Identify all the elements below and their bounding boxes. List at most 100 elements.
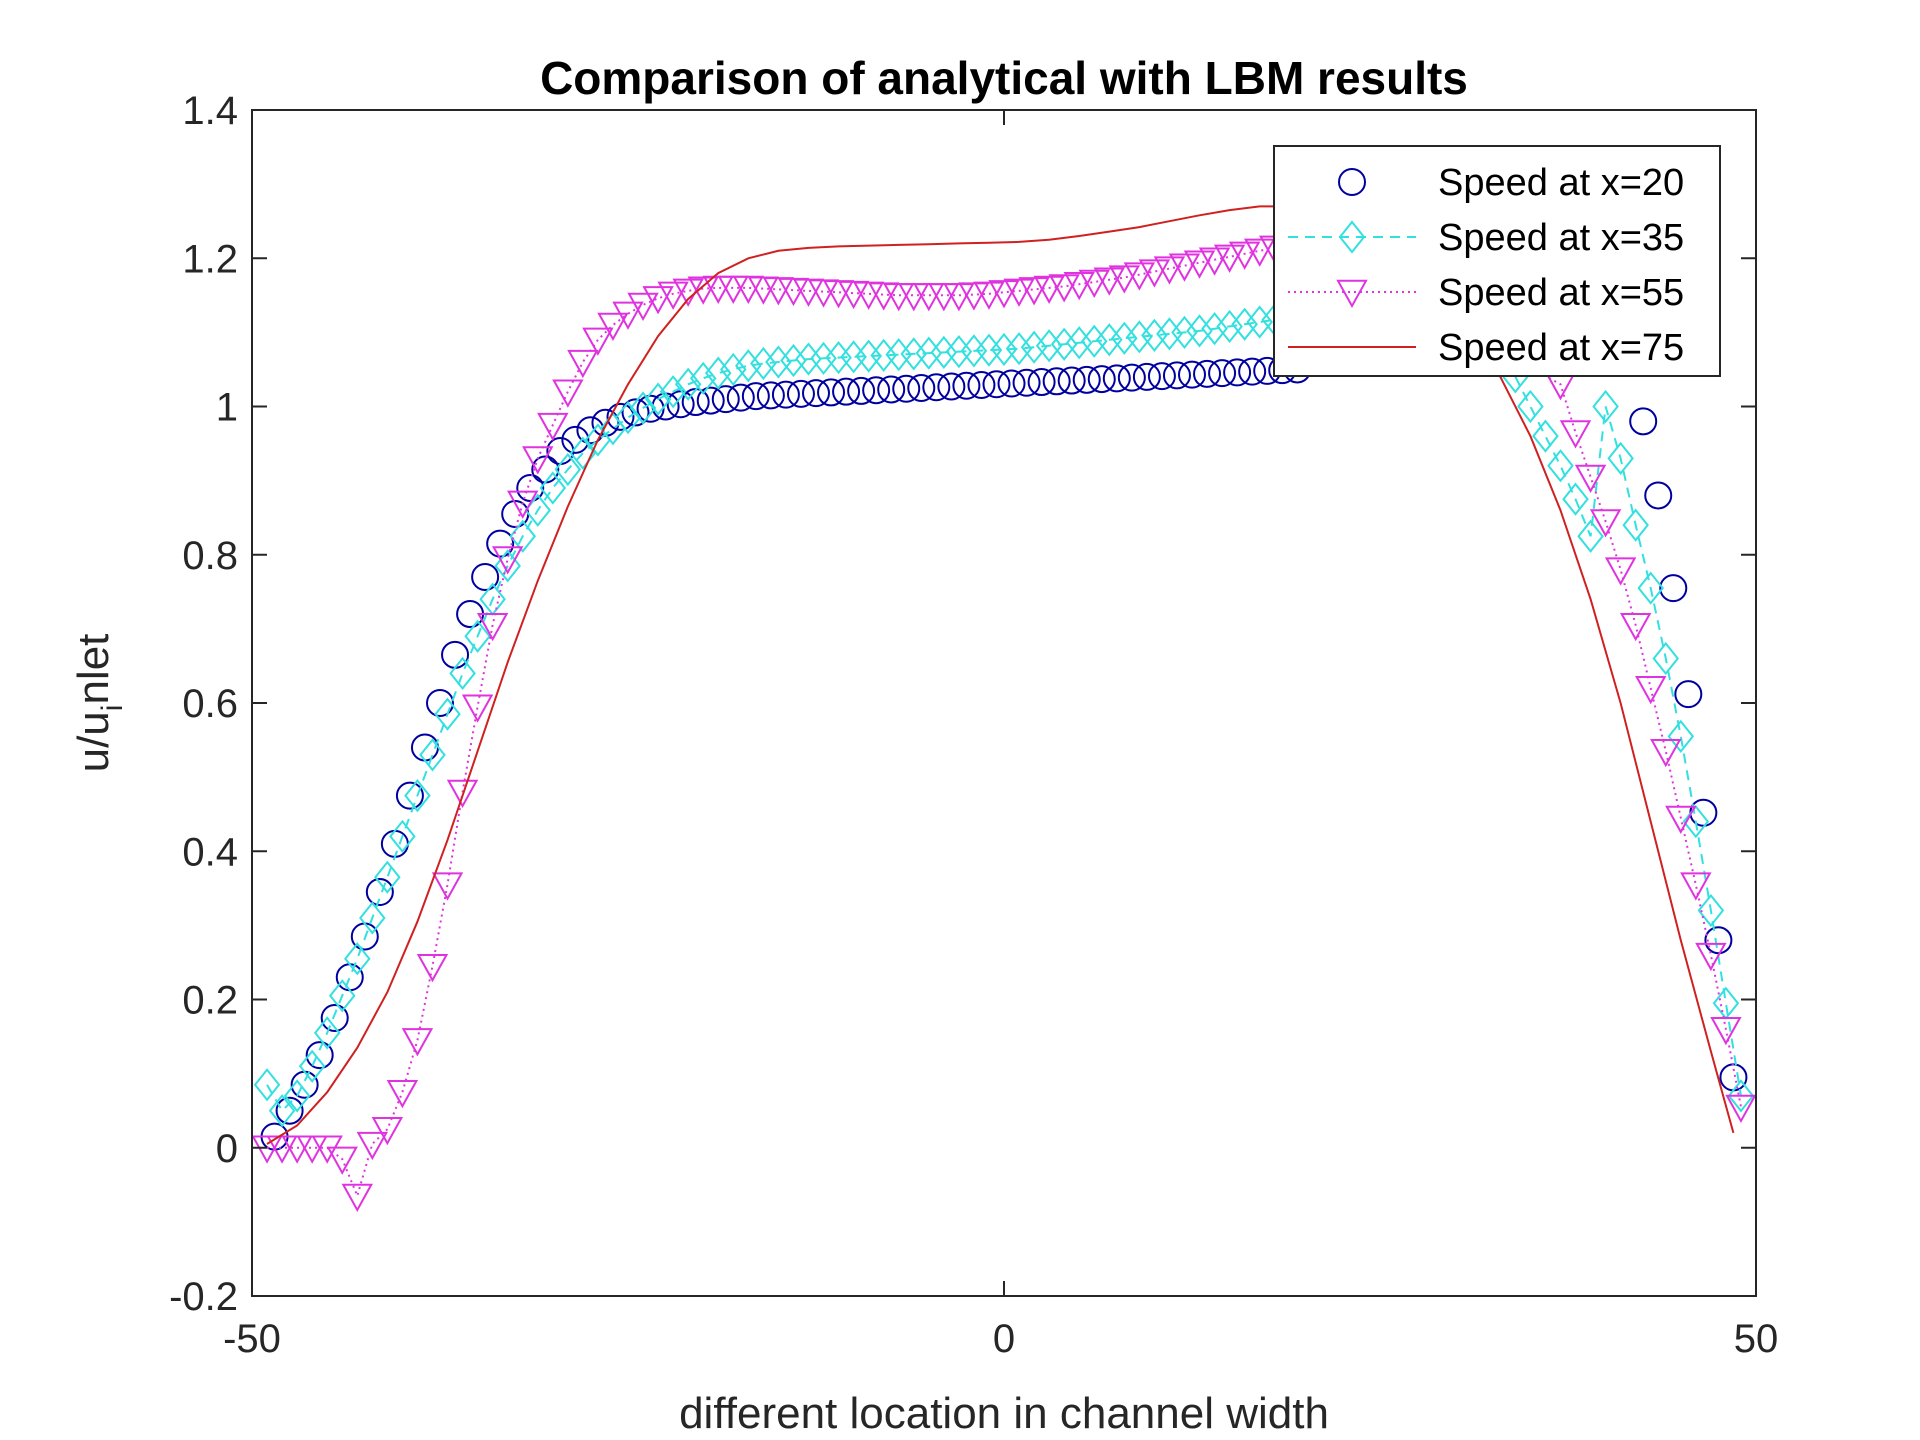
data-point (696, 386, 725, 415)
data-point (1111, 321, 1138, 355)
data-point (552, 379, 584, 408)
data-point (1171, 315, 1198, 349)
data-point (1003, 278, 1035, 307)
data-point (915, 336, 943, 370)
data-point (343, 942, 371, 976)
data-point (687, 276, 719, 305)
y-tick-label: 0.2 (182, 979, 238, 1023)
data-point (1108, 265, 1141, 294)
data-point (802, 379, 830, 408)
data-point (1517, 389, 1544, 424)
data-point (313, 1016, 341, 1050)
data-point (1126, 320, 1153, 354)
data-point (419, 738, 446, 772)
data-point (786, 379, 815, 408)
data-point (1228, 241, 1261, 270)
data-point (1156, 317, 1183, 351)
data-point (704, 356, 732, 390)
data-point (1168, 253, 1201, 282)
data-point (1035, 329, 1063, 363)
data-point (1141, 318, 1168, 352)
data-point (1201, 312, 1228, 346)
data-point (1629, 407, 1658, 436)
data-point (320, 1004, 349, 1033)
data-point (765, 345, 792, 379)
series-3 (251, 229, 1757, 1212)
data-point (386, 1079, 419, 1109)
data-point (1117, 363, 1146, 392)
data-point (1231, 307, 1258, 341)
data-point (554, 452, 582, 487)
data-point (1095, 323, 1123, 357)
data-point (539, 471, 567, 505)
data-point (1697, 893, 1725, 928)
data-point (1559, 420, 1592, 449)
data-point (1213, 244, 1246, 273)
data-point (1078, 269, 1110, 299)
data-point (1622, 508, 1649, 542)
data-point (659, 375, 687, 409)
data-point (1093, 267, 1125, 296)
y-tick-label: -0.2 (169, 1275, 238, 1319)
data-point (840, 340, 867, 374)
data-point (988, 280, 1020, 309)
data-point (1138, 259, 1171, 288)
data-point (1695, 942, 1727, 972)
data-point (958, 282, 990, 311)
data-point (1208, 359, 1237, 388)
data-point (1178, 360, 1206, 389)
data-point (1012, 368, 1041, 397)
y-tick-label: 0.8 (182, 534, 238, 578)
data-point (359, 901, 386, 935)
data-point (885, 338, 913, 372)
legend-item: Speed at x=20 (1338, 162, 1684, 204)
data-point (561, 425, 590, 454)
data-point (516, 474, 545, 503)
data-point (945, 335, 973, 369)
data-point (832, 377, 861, 406)
data-point (1243, 238, 1276, 267)
legend-marker (1338, 168, 1366, 196)
data-point (1682, 804, 1710, 839)
data-point (960, 334, 988, 368)
data-point (341, 1183, 373, 1212)
data-point (1027, 368, 1056, 397)
data-point (1193, 359, 1222, 388)
legend-box (1273, 145, 1721, 377)
data-point (1057, 366, 1086, 395)
data-point (1048, 274, 1080, 303)
data-point (943, 283, 975, 312)
data-point (877, 375, 906, 404)
data-point (1087, 365, 1116, 394)
data-point (268, 1094, 296, 1128)
data-point (644, 382, 672, 416)
data-point (621, 398, 650, 427)
data-point (253, 1068, 281, 1102)
data-point (795, 342, 822, 376)
x-axis-label: different location in channel width (679, 1389, 1329, 1438)
data-point (719, 352, 747, 387)
data-point (476, 612, 509, 642)
data-point (1238, 357, 1267, 386)
data-point (1033, 275, 1065, 304)
data-point (298, 1049, 326, 1083)
data-point (1080, 324, 1108, 358)
data-point (597, 312, 629, 342)
data-point (365, 878, 394, 907)
data-point (1042, 367, 1071, 396)
data-point (1592, 389, 1619, 424)
data-point (1018, 277, 1050, 306)
data-point (1162, 361, 1191, 390)
data-point (1186, 314, 1213, 348)
y-axis-label-group: u/uinlet (69, 634, 129, 773)
data-point (283, 1079, 311, 1113)
data-point (1102, 364, 1131, 393)
data-point (464, 619, 491, 653)
data-point (494, 549, 521, 583)
data-point (471, 562, 500, 591)
data-point (1063, 271, 1095, 301)
data-point (825, 340, 852, 375)
data-point (1652, 641, 1680, 676)
data-point (1619, 612, 1652, 642)
